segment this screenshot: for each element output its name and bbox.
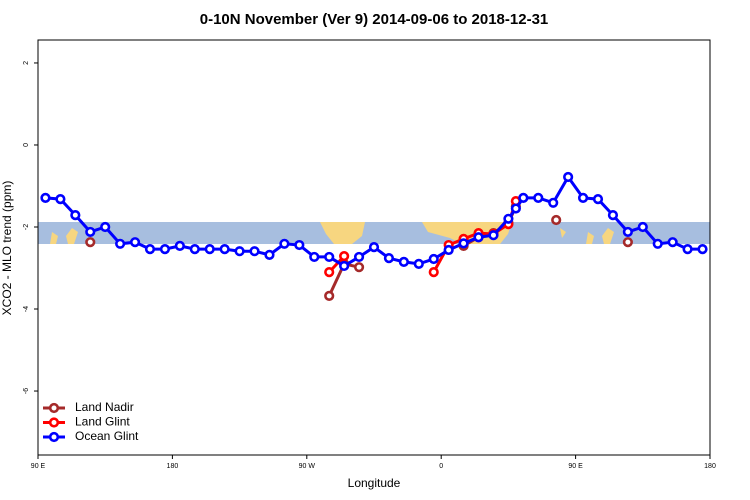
point (115, 238, 126, 249)
land (560, 228, 614, 244)
point (443, 244, 454, 256)
x-tick-label: 0 (439, 463, 443, 470)
point (563, 171, 574, 183)
point (353, 262, 365, 273)
y-axis-label: XCO2 - MLO trend (ppm) (0, 181, 14, 316)
point (279, 238, 290, 249)
point (55, 194, 66, 205)
point (159, 244, 171, 255)
legend-label: Land Nadir (75, 400, 134, 414)
point (607, 210, 619, 221)
point (622, 237, 633, 248)
series-line (45, 174, 703, 268)
point (622, 226, 633, 238)
point (219, 244, 230, 255)
point (324, 251, 335, 263)
legend-marker (48, 417, 60, 428)
x-tick-label: 90 W (299, 463, 316, 470)
x-tick-label: 180 (704, 463, 716, 470)
point (249, 246, 260, 257)
point (510, 203, 521, 214)
chart-title: 0-10N November (Ver 9) 2014-09-06 to 201… (200, 11, 549, 28)
point (413, 258, 424, 270)
map-band (38, 222, 710, 244)
x-tick-label: 180 (167, 463, 179, 470)
point (129, 237, 141, 248)
point (503, 213, 514, 224)
point (428, 253, 439, 265)
point (353, 251, 365, 263)
point (144, 244, 156, 255)
point (518, 192, 529, 203)
point (324, 290, 335, 301)
point (40, 192, 51, 203)
ocean-band (38, 222, 710, 244)
point (234, 246, 245, 257)
point (368, 241, 380, 253)
point (637, 221, 648, 233)
point (667, 237, 678, 248)
y-tick-label: 0 (23, 143, 30, 147)
point (85, 226, 96, 238)
y-tick-label: -2 (23, 224, 30, 230)
land (320, 222, 365, 244)
land (422, 222, 512, 244)
point (294, 239, 305, 251)
legend-label: Ocean Glint (75, 429, 139, 443)
point (85, 237, 96, 248)
point (592, 194, 604, 205)
y-tick-label: -6 (23, 388, 30, 394)
point (339, 251, 350, 262)
point (682, 244, 693, 255)
point (174, 240, 185, 251)
point (458, 238, 469, 249)
point (189, 244, 200, 255)
y-tick-label: -4 (23, 306, 30, 312)
x-tick-label: 90 E (568, 463, 583, 470)
point (204, 244, 215, 255)
point (551, 214, 562, 226)
point (100, 221, 111, 233)
x-tick-label: 90 E (31, 463, 46, 470)
point (652, 238, 663, 249)
point (324, 267, 335, 278)
plot-frame (37, 39, 711, 456)
point (473, 232, 484, 243)
point (264, 249, 275, 260)
point (398, 256, 409, 267)
point (339, 260, 350, 272)
point (533, 192, 544, 203)
point (70, 210, 81, 221)
point (309, 251, 320, 263)
x-axis-label: Longitude (348, 476, 401, 490)
legend-marker (48, 402, 60, 414)
point (697, 244, 708, 255)
point (428, 267, 439, 278)
point (383, 253, 395, 264)
point (488, 230, 499, 241)
land (50, 228, 78, 244)
y-tick-label: 2 (23, 61, 30, 65)
point (548, 197, 559, 208)
legend-label: Land Glint (75, 415, 130, 429)
legend-marker (48, 431, 60, 443)
point (577, 192, 589, 203)
